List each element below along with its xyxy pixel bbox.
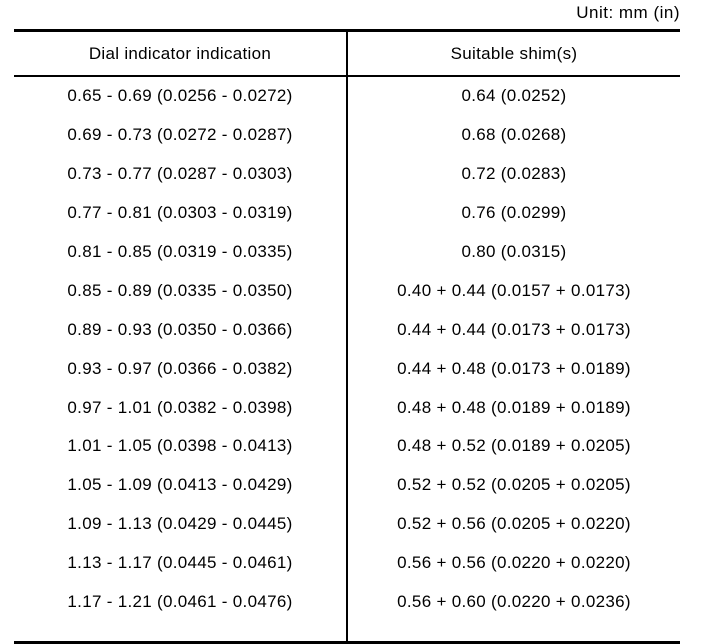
header-suitable-shims: Suitable shim(s) xyxy=(347,32,680,77)
table-row: 0.69 - 0.73 (0.0272 - 0.0287) 0.68 (0.026… xyxy=(14,115,680,155)
dial-indication-cell: 1.17 - 1.21 (0.0461 - 0.0476) xyxy=(14,582,348,622)
table-header-row: Dial indicator indication Suitable shim(… xyxy=(14,32,680,77)
suitable-shim-cell: 0.56 + 0.56 (0.0220 + 0.0220) xyxy=(397,553,631,573)
suitable-shim-cell: 0.44 + 0.48 (0.0173 + 0.0189) xyxy=(397,358,631,378)
suitable-shim-cell: 0.40 + 0.44 (0.0157 + 0.0173) xyxy=(397,280,631,300)
suitable-shim-cell: 0.52 + 0.56 (0.0205 + 0.0220) xyxy=(397,514,631,534)
spacer-cell xyxy=(14,621,348,642)
table-body: 0.65 - 0.69 (0.0256 - 0.0272) 0.64 (0.025… xyxy=(14,76,680,642)
suitable-shim-cell: 0.52 + 0.52 (0.0205 + 0.0205) xyxy=(397,475,631,495)
table-row: 1.17 - 1.21 (0.0461 - 0.0476) 0.56 + 0.60… xyxy=(14,582,680,622)
suitable-shim-cell: 0.68 (0.0268) xyxy=(461,125,567,145)
table-row: 1.09 - 1.13 (0.0429 - 0.0445) 0.52 + 0.56… xyxy=(14,504,680,544)
suitable-shim-cell: 0.76 (0.0299) xyxy=(461,203,567,223)
shim-selection-table: Dial indicator indication Suitable shim(… xyxy=(14,32,680,642)
table-row: 0.97 - 1.01 (0.0382 - 0.0398) 0.48 + 0.48… xyxy=(14,388,680,428)
table-row: 1.05 - 1.09 (0.0413 - 0.0429) 0.52 + 0.52… xyxy=(14,465,680,505)
unit-label: Unit: mm (in) xyxy=(576,3,680,22)
dial-indication-cell: 0.93 - 0.97 (0.0366 - 0.0382) xyxy=(14,349,348,389)
table-row: 0.85 - 0.89 (0.0335 - 0.0350) 0.40 + 0.44… xyxy=(14,271,680,311)
header-dial-indicator-indication: Dial indicator indication xyxy=(14,32,348,77)
suitable-shim-cell: 0.56 + 0.60 (0.0220 + 0.0236) xyxy=(397,592,631,612)
table-row: 0.73 - 0.77 (0.0287 - 0.0303) 0.72 (0.028… xyxy=(14,154,680,194)
suitable-shim-cell: 0.48 + 0.52 (0.0189 + 0.0205) xyxy=(397,436,631,456)
table-row: 1.01 - 1.05 (0.0398 - 0.0413) 0.48 + 0.52… xyxy=(14,427,680,466)
suitable-shim-cell: 0.72 (0.0283) xyxy=(461,164,567,184)
dial-indication-cell: 0.69 - 0.73 (0.0272 - 0.0287) xyxy=(14,115,348,155)
table-top-rule xyxy=(14,29,680,32)
suitable-shim-cell: 0.48 + 0.48 (0.0189 + 0.0189) xyxy=(397,397,631,417)
suitable-shim-cell: 0.44 + 0.44 (0.0173 + 0.0173) xyxy=(397,319,631,339)
spacer-cell xyxy=(347,621,680,641)
dial-indication-cell: 0.77 - 0.81 (0.0303 - 0.0319) xyxy=(14,193,348,233)
table-spacer-row xyxy=(14,621,680,642)
dial-indication-cell: 0.85 - 0.89 (0.0335 - 0.0350) xyxy=(14,271,348,311)
dial-indication-cell: 0.65 - 0.69 (0.0256 - 0.0272) xyxy=(14,76,348,116)
shim-selection-table-container: Dial indicator indication Suitable shim(… xyxy=(14,29,680,644)
table-row: 0.93 - 0.97 (0.0366 - 0.0382) 0.44 + 0.48… xyxy=(14,349,680,389)
dial-indication-cell: 1.05 - 1.09 (0.0413 - 0.0429) xyxy=(14,465,348,505)
table-row: 0.65 - 0.69 (0.0256 - 0.0272) 0.64 (0.025… xyxy=(14,76,680,116)
dial-indication-cell: 1.01 - 1.05 (0.0398 - 0.0413) xyxy=(14,427,348,466)
dial-indication-cell: 1.13 - 1.17 (0.0445 - 0.0461) xyxy=(14,543,348,583)
dial-indication-cell: 1.09 - 1.13 (0.0429 - 0.0445) xyxy=(14,504,348,544)
table-row: 0.81 - 0.85 (0.0319 - 0.0335) 0.80 (0.031… xyxy=(14,232,680,272)
dial-indication-cell: 0.97 - 1.01 (0.0382 - 0.0398) xyxy=(14,388,348,428)
suitable-shim-cell: 0.64 (0.0252) xyxy=(461,86,567,106)
suitable-shim-cell: 0.80 (0.0315) xyxy=(461,242,567,261)
dial-indication-cell: 0.81 - 0.85 (0.0319 - 0.0335) xyxy=(14,232,348,272)
dial-indication-cell: 0.73 - 0.77 (0.0287 - 0.0303) xyxy=(14,154,348,194)
dial-indication-cell: 0.89 - 0.93 (0.0350 - 0.0366) xyxy=(14,310,348,350)
table-row: 0.77 - 0.81 (0.0303 - 0.0319) 0.76 (0.029… xyxy=(14,193,680,233)
table-row: 1.13 - 1.17 (0.0445 - 0.0461) 0.56 + 0.56… xyxy=(14,543,680,583)
table-row: 0.89 - 0.93 (0.0350 - 0.0366) 0.44 + 0.44… xyxy=(14,310,680,350)
